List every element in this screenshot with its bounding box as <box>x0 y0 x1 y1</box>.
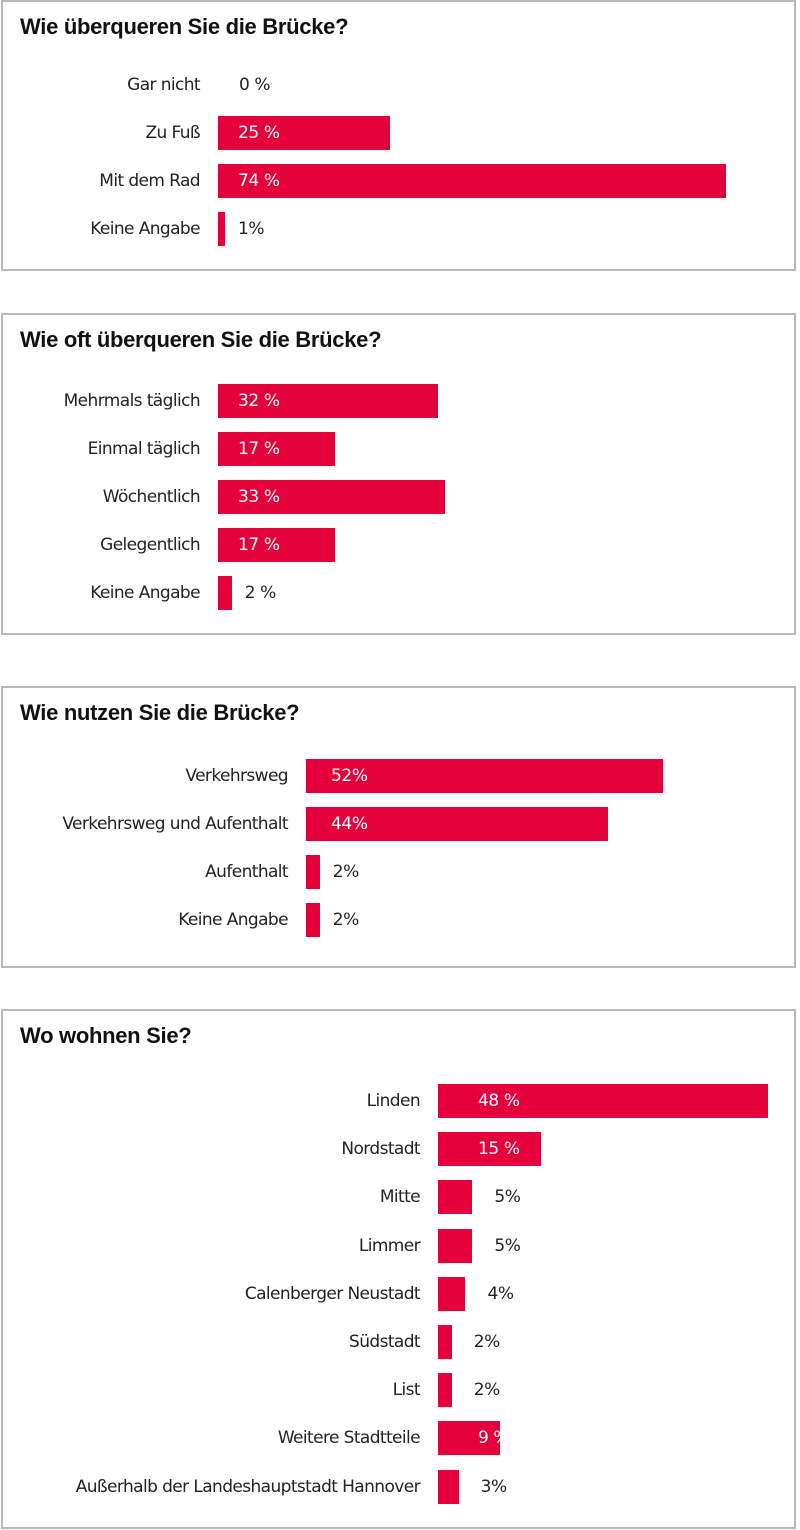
chart-panel-bridge-usage: Wie nutzen Sie die Brücke? Verkehrsweg 52… <box>1 686 796 968</box>
bar <box>218 480 445 514</box>
bar <box>218 212 225 246</box>
category-label: Mehrmals täglich <box>63 391 201 411</box>
bar-row: Einmal täglich 17 % <box>3 432 794 466</box>
bar-row: Keine Angabe 2% <box>3 903 794 937</box>
bar-row: Calenberger Neustadt 4% <box>3 1276 794 1311</box>
category-label: Gelegentlich <box>100 535 200 555</box>
bar-row: List 2% <box>3 1373 794 1408</box>
chart-title: Wo wohnen Sie? <box>20 1023 192 1048</box>
bar-row: Gar nicht 0 % <box>3 68 794 102</box>
bar <box>438 1132 542 1167</box>
bar <box>306 759 664 793</box>
value-label: 17 % <box>238 439 280 459</box>
category-label: Mit dem Rad <box>99 171 200 191</box>
chart-title: Wie überqueren Sie die Brücke? <box>20 14 349 39</box>
bar-row: Mitte 5% <box>3 1180 794 1215</box>
category-label: Linden <box>366 1091 421 1111</box>
bar <box>438 1180 473 1215</box>
category-label: Verkehrsweg und Aufenthalt <box>62 814 288 834</box>
bar-row: Mehrmals täglich 32 % <box>3 384 794 418</box>
value-label: 44% <box>331 814 368 834</box>
category-label: Weitere Stadtteile <box>277 1428 421 1449</box>
bar <box>306 903 320 937</box>
category-label: Keine Angabe <box>178 910 288 930</box>
category-label: Gar nicht <box>127 75 200 95</box>
bar-row: Gelegentlich 17 % <box>3 528 794 562</box>
bar-row: Südstadt 2% <box>3 1325 794 1359</box>
value-label: 2% <box>473 1380 501 1401</box>
value-label: 25 % <box>238 123 280 143</box>
bar <box>218 528 335 562</box>
category-label: Einmal täglich <box>87 439 201 459</box>
bar <box>218 432 335 466</box>
value-label: 15 % <box>478 1139 520 1160</box>
bar-row: Wöchentlich 33 % <box>3 480 794 514</box>
category-label: Mitte <box>379 1187 421 1208</box>
value-label: 5% <box>494 1235 521 1256</box>
bar-row: Außerhalb der Landeshauptstadt Hannover 3… <box>3 1469 794 1504</box>
bar-row: Limmer 5% <box>3 1228 794 1263</box>
value-label: 48 % <box>478 1091 520 1111</box>
bar-row: Weitere Stadtteile 9 % <box>3 1421 794 1456</box>
category-label: Nordstadt <box>341 1139 420 1160</box>
bar-row: Zu Fuß 25 % <box>3 116 794 150</box>
value-label: 4% <box>487 1283 514 1304</box>
value-label: 2% <box>473 1332 501 1352</box>
bar-row: Linden 48 % <box>3 1084 794 1118</box>
chart-title: Wie nutzen Sie die Brücke? <box>20 700 300 725</box>
bar-row: Keine Angabe 1% <box>3 212 794 246</box>
bar-row: Verkehrsweg und Aufenthalt 44% <box>3 807 794 841</box>
category-label: Calenberger Neustadt <box>244 1283 421 1304</box>
bar-row: Keine Angabe 2 % <box>3 576 794 610</box>
bar <box>438 1228 473 1263</box>
bar <box>438 1421 500 1456</box>
category-label: List <box>392 1380 421 1401</box>
value-label: 17 % <box>238 535 280 555</box>
bar <box>438 1276 466 1311</box>
bar <box>306 807 609 841</box>
value-label: 32 % <box>238 391 280 411</box>
value-label: 33 % <box>238 487 280 507</box>
category-label: Keine Angabe <box>90 583 200 603</box>
value-label: 2% <box>332 910 360 930</box>
bar <box>218 384 438 418</box>
value-label: 0 % <box>239 75 271 95</box>
bar <box>218 576 232 610</box>
category-label: Außerhalb der Landeshauptstadt Hannover <box>75 1476 421 1497</box>
category-label: Keine Angabe <box>90 219 200 239</box>
value-label: 1% <box>238 219 265 239</box>
bar-row: Aufenthalt 2% <box>3 855 794 889</box>
value-label: 74 % <box>238 171 280 191</box>
bar <box>218 116 390 150</box>
bar <box>438 1373 452 1408</box>
category-label: Verkehrsweg <box>185 766 288 786</box>
value-label: 9 % <box>478 1428 510 1449</box>
bar <box>438 1469 459 1504</box>
bar-row: Mit dem Rad 74 % <box>3 164 794 198</box>
bar <box>218 164 727 198</box>
chart-panel-residence: Wo wohnen Sie? Linden 48 % Nordstadt 15 % Mi… <box>1 1009 796 1529</box>
value-label: 2% <box>332 862 360 882</box>
bar-row: Nordstadt 15 % <box>3 1132 794 1167</box>
value-label: 52% <box>331 766 368 786</box>
category-label: Zu Fuß <box>145 123 200 143</box>
chart-panel-crossing-frequency: Wie oft überqueren Sie die Brücke? Mehrm… <box>1 313 796 635</box>
value-label: 3% <box>480 1476 508 1497</box>
category-label: Wöchentlich <box>102 487 201 507</box>
value-label: 2 % <box>244 583 277 603</box>
category-label: Limmer <box>358 1235 421 1256</box>
chart-panel-crossing-mode: Wie überqueren Sie die Brücke? Gar nicht… <box>1 0 796 271</box>
bar-row: Verkehrsweg 52% <box>3 759 794 793</box>
value-label: 5% <box>494 1187 521 1208</box>
bar <box>306 855 320 889</box>
chart-title: Wie oft überqueren Sie die Brücke? <box>20 327 382 352</box>
bar <box>438 1084 768 1118</box>
category-label: Südstadt <box>349 1332 421 1352</box>
category-label: Aufenthalt <box>205 862 288 882</box>
bar <box>438 1325 452 1359</box>
